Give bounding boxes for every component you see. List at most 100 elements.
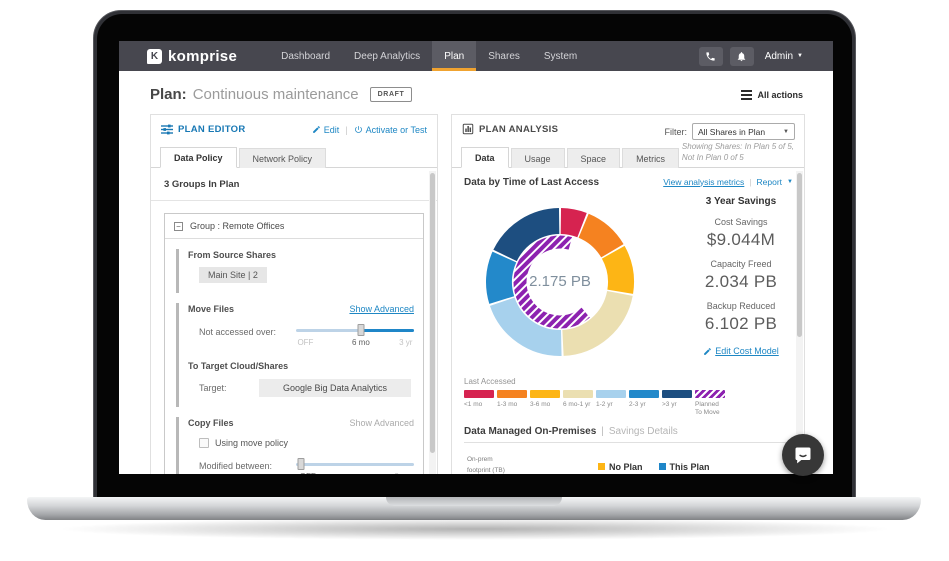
slider-handle[interactable]: [297, 458, 305, 470]
last-accessed-legend: <1 mo 1-3 mo 3-6 mo 6 mo-1 yr 1-2 yr 2-3 yr >3…: [464, 389, 793, 418]
edit-button[interactable]: Edit: [312, 125, 339, 135]
draft-badge: DRAFT: [369, 87, 413, 102]
legend-label: Planned To Move: [695, 400, 720, 417]
legend-swatch: [629, 389, 659, 398]
plan-analysis-tabs: Data Usage Space Metrics: [461, 143, 681, 168]
pencil-icon: [312, 126, 320, 133]
legend-item-no-plan: No Plan: [598, 457, 643, 474]
chevron-down-icon: ▼: [783, 128, 789, 135]
onprem-y-axis-label: On-prem footprint (TB): [467, 456, 505, 474]
phone-button[interactable]: [698, 46, 723, 66]
shares-filter-select[interactable]: All Shares in Plan ▼: [692, 123, 795, 140]
legend-swatch: [596, 389, 626, 398]
filter-label: Filter:: [664, 126, 688, 137]
legend-swatch: [563, 389, 593, 398]
move-target-heading: To Target Cloud/Shares: [188, 361, 289, 371]
source-heading: From Source Shares: [188, 250, 277, 260]
legend-swatch: [662, 389, 692, 398]
group-header[interactable]: − Group : Remote Offices: [165, 214, 423, 239]
filter-group: Filter: All Shares in Plan ▼: [664, 123, 795, 140]
plan-editor-links: Edit | Activate or Test: [312, 125, 427, 135]
nav-item-deep-analytics[interactable]: Deep Analytics: [354, 50, 421, 62]
all-actions-button[interactable]: All actions: [741, 88, 803, 102]
donut-planned-to-move-arc: [513, 235, 590, 329]
savings-value: 2.034 PB: [704, 271, 778, 291]
savings-value: $9.044M: [706, 229, 776, 249]
legend-label: 2-3 yr: [629, 400, 646, 408]
tab-usage[interactable]: Usage: [510, 147, 565, 168]
legend-item--3-yr: >3 yr: [662, 389, 692, 418]
nav-item-shares[interactable]: Shares: [488, 50, 520, 62]
scrollbar-thumb[interactable]: [797, 173, 802, 337]
copy-files-section: Copy Files Show Advanced Using move poli…: [176, 417, 423, 474]
plan-analysis-body: Data by Time of Last Access View analysi…: [452, 168, 804, 474]
komprise-brand[interactable]: K komprise: [119, 41, 251, 71]
scrollbar[interactable]: [429, 171, 436, 474]
admin-menu[interactable]: Admin ▼: [765, 51, 803, 62]
using-move-policy-checkbox[interactable]: [199, 438, 209, 448]
show-advanced-link[interactable]: Show Advanced: [349, 418, 414, 428]
chart-links: View analysis metrics | Report ▼: [663, 177, 793, 187]
page-header: Plan: Continuous maintenance DRAFT All a…: [119, 71, 833, 114]
nav-item-plan[interactable]: Plan: [432, 41, 477, 71]
legend-item-1-3-mo: 1-3 mo: [497, 389, 527, 418]
edit-cost-model-link[interactable]: Edit Cost Model: [703, 346, 779, 356]
savings-details-tab[interactable]: Savings Details: [608, 426, 678, 438]
source-shares-section: From Source Shares Main Site | 2: [176, 249, 423, 293]
copy-slider[interactable]: OFF 3+ yr: [296, 458, 414, 474]
legend-item-3-6-mo: 3-6 mo: [530, 389, 560, 418]
tab-space[interactable]: Space: [566, 147, 621, 168]
chat-widget-button[interactable]: [782, 434, 824, 476]
legend-swatch: [464, 389, 494, 398]
groups-heading: 3 Groups In Plan: [164, 179, 240, 190]
last-accessed-label: Last Accessed: [464, 376, 516, 386]
donut-segment--1-mo: [560, 207, 587, 238]
savings-title: 3 Year Savings: [705, 195, 777, 207]
divider: |: [749, 176, 752, 187]
savings-value: 6.102 PB: [704, 313, 778, 333]
hamburger-icon: [741, 88, 753, 102]
divider: |: [601, 426, 604, 438]
legend-swatch: [598, 463, 605, 471]
app-screen: K komprise Dashboard Deep Analytics Plan Sh…: [119, 41, 833, 474]
filter-value: All Shares in Plan: [698, 126, 766, 137]
report-dropdown[interactable]: Report: [756, 176, 783, 187]
nav-item-dashboard[interactable]: Dashboard: [281, 50, 331, 62]
chevron-down-icon: ▼: [797, 53, 803, 59]
phone-icon: [706, 51, 715, 61]
showing-shares-note: Showing Shares: In Plan 5 of 5, Not In P…: [681, 142, 794, 162]
source-chip[interactable]: Main Site | 2: [199, 267, 267, 283]
plan-editor-body: 3 Groups In Plan − Group : Remote Office…: [151, 168, 437, 474]
topbar-right: Admin ▼: [698, 41, 833, 71]
plan-editor-panel: PLAN EDITOR Edit | Activate or Test: [150, 114, 438, 474]
admin-label: Admin: [764, 50, 794, 62]
scrollbar-thumb[interactable]: [430, 173, 435, 453]
show-advanced-link[interactable]: Show Advanced: [349, 304, 414, 314]
nav-item-system[interactable]: System: [543, 50, 578, 62]
all-actions-label: All actions: [757, 89, 803, 100]
savings-label: Capacity Freed: [710, 258, 772, 269]
plan-analysis-title: PLAN ANALYSIS: [462, 123, 558, 135]
activate-or-test-button[interactable]: Activate or Test: [354, 125, 427, 135]
slider-handle[interactable]: [357, 324, 365, 336]
tab-data[interactable]: Data: [461, 146, 509, 168]
move-files-section: Move Files Show Advanced Not accessed ov…: [176, 303, 423, 407]
plan-editor-header: PLAN EDITOR Edit | Activate or Test: [151, 115, 437, 144]
donut-segment--3-yr: [493, 207, 560, 262]
scrollbar[interactable]: [796, 171, 803, 474]
legend-label: No Plan: [609, 461, 643, 472]
komprise-logo-icon: K: [147, 48, 162, 64]
notifications-button[interactable]: [729, 46, 754, 66]
tab-network-policy[interactable]: Network Policy: [238, 148, 327, 168]
view-analysis-metrics-link[interactable]: View analysis metrics: [663, 176, 745, 187]
laptop-notch: [386, 497, 562, 506]
collapse-icon[interactable]: −: [174, 221, 183, 231]
tab-metrics[interactable]: Metrics: [622, 147, 680, 168]
laptop-shadow: [55, 518, 895, 540]
move-slider[interactable]: OFF 6 mo 3 yr: [296, 324, 414, 349]
move-target-select[interactable]: Google Big Data Analytics: [259, 379, 411, 397]
divider: |: [345, 124, 348, 135]
tab-data-policy[interactable]: Data Policy: [160, 147, 237, 168]
power-icon: [354, 126, 362, 133]
